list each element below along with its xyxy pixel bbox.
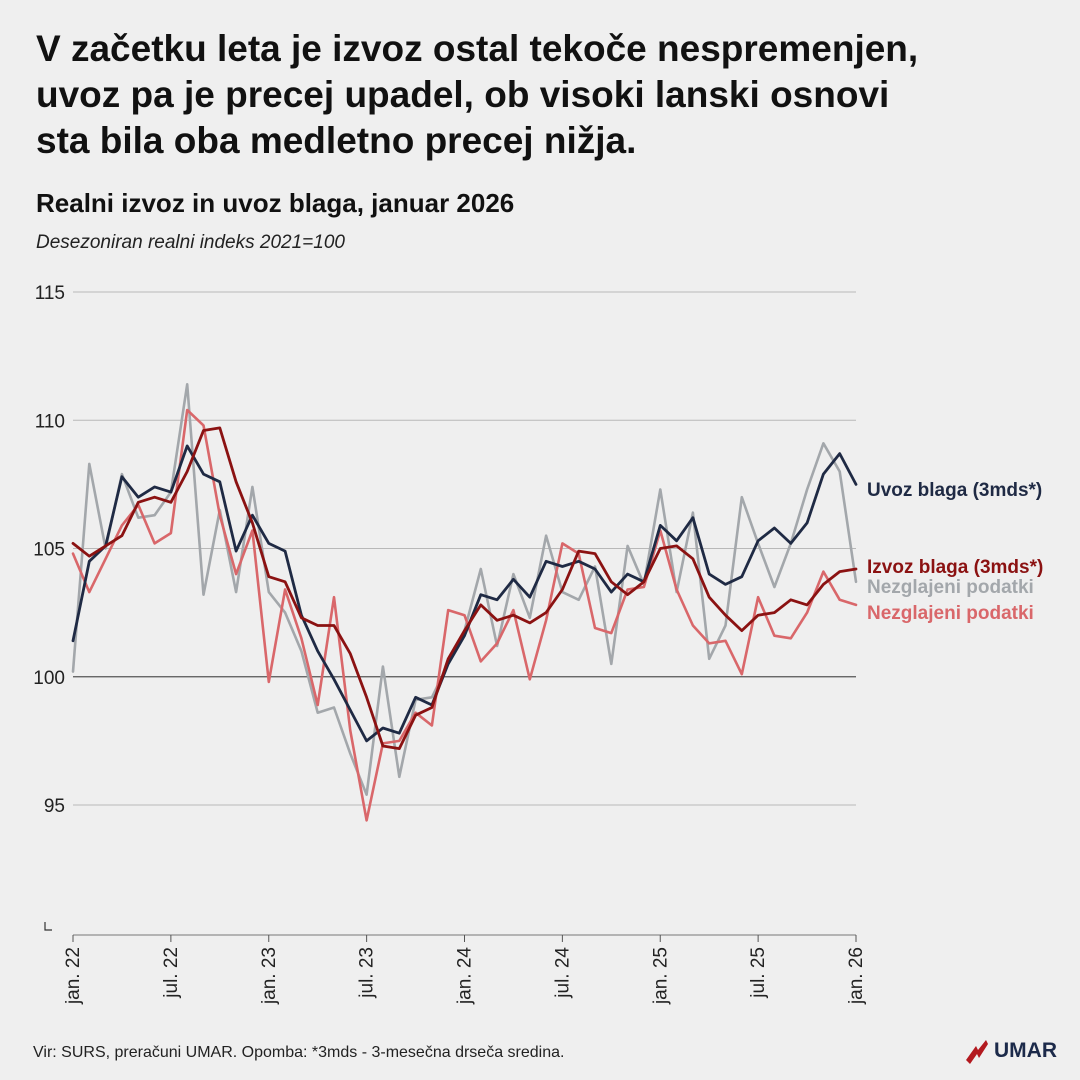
y-tick-label-115: 115 [35,283,65,304]
x-tick-label: jan. 25 [650,947,671,1005]
axis-break-icon [44,922,52,931]
umar-logo-mark-icon [966,1040,988,1064]
series-lines [71,382,858,822]
series-line-import_3m [71,444,858,743]
end-label-import_3m: Uvoz blaga (3mds*) [867,480,1042,501]
end-label-export_3m: Izvoz blaga (3mds*) [867,557,1043,578]
axes: 95 100 105 110 115 jan. 22 jul. 22 jan. 23 jul. … [33,283,867,1005]
chart-title: Realni izvoz in uvoz blaga, januar 2026 [36,188,515,218]
source-note: Vir: SURS, preračuni UMAR. Opomba: *3mds… [33,1044,565,1061]
headline-line-3: sta bila oba medletno precej nižja. [36,120,637,161]
y-tick-label-100: 100 [33,668,65,689]
series-line-export_3m [71,426,858,750]
umar-logo: UMAR [964,1038,1057,1064]
series-line-import_raw [71,382,858,797]
chart-subtitle: Desezoniran realni indeks 2021=100 [36,232,345,253]
gridlines [73,291,856,806]
x-tick-label: jan. 23 [259,947,280,1005]
end-label-export_raw: Nezglajeni podatki [867,603,1034,624]
headline-line-2: uvoz pa je precej upadel, ob visoki lans… [36,74,890,115]
umar-logo-text: UMAR [994,1039,1057,1062]
x-tick-label: jul. 25 [748,947,769,999]
x-tick-label: jan. 26 [846,947,867,1005]
x-tick-label: jul. 24 [552,947,573,999]
y-tick-label-105: 105 [33,540,65,561]
series-line-export_raw [71,408,858,822]
end-label-import_raw: Nezglajeni podatki [867,577,1034,598]
line-chart: 95 100 105 110 115 jan. 22 jul. 22 jan. 23 jul. … [33,283,1043,1005]
y-tick-label-110: 110 [35,411,65,432]
headline: V začetku leta je izvoz ostal tekoče nes… [36,26,1046,164]
end-labels: Uvoz blaga (3mds*)Izvoz blaga (3mds*)Nez… [867,480,1043,624]
y-tick-label-95: 95 [44,796,65,817]
x-tick-label: jan. 24 [455,947,476,1005]
x-tick-label: jan. 22 [63,947,84,1005]
x-tick-label: jul. 23 [357,947,378,999]
x-tick-label: jul. 22 [161,947,182,999]
headline-line-1: V začetku leta je izvoz ostal tekoče nes… [36,28,919,69]
